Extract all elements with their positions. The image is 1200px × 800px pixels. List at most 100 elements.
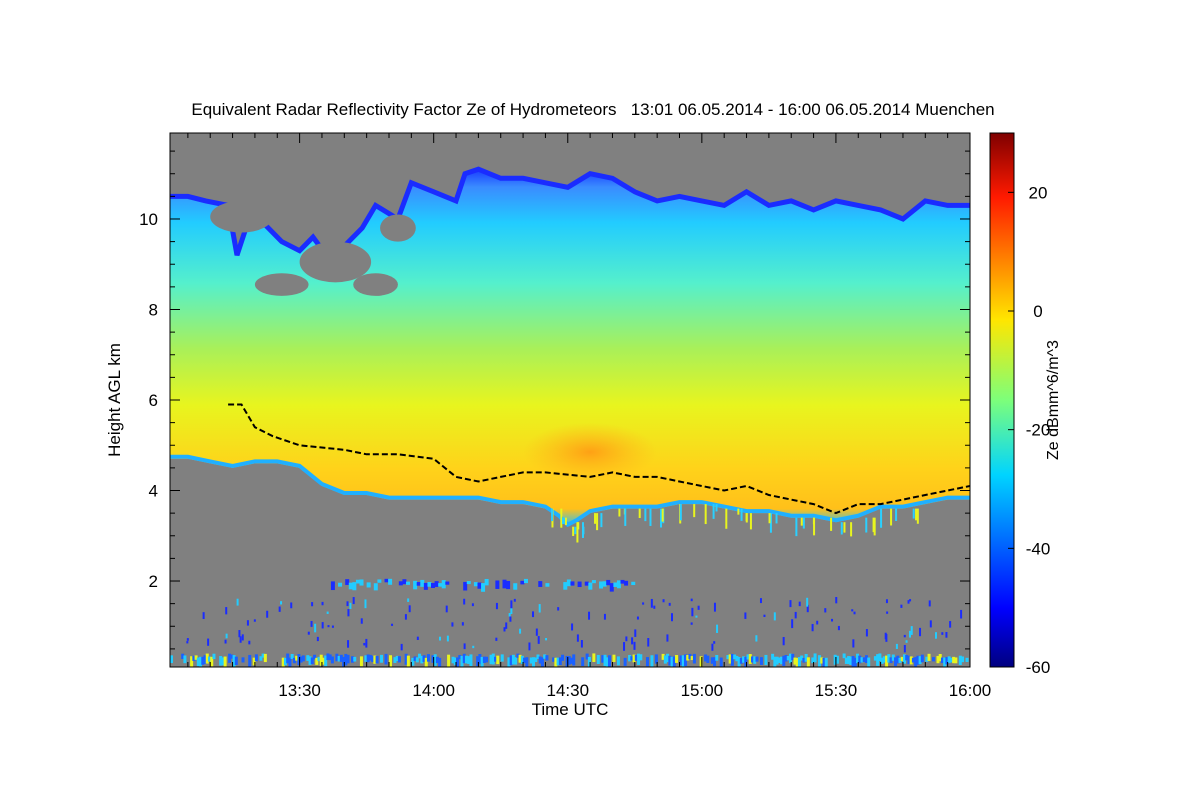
weak-echo <box>811 623 814 632</box>
low-level-echo <box>330 581 335 591</box>
near-surface-echo <box>650 655 654 667</box>
weak-echo <box>347 640 350 648</box>
x-tick-label: 15:30 <box>815 681 858 700</box>
near-surface-echo <box>561 654 565 661</box>
near-surface-echo <box>853 657 857 667</box>
near-surface-echo <box>543 654 547 659</box>
near-surface-echo <box>666 653 670 663</box>
weak-echo <box>186 641 189 644</box>
weak-echo <box>713 602 716 612</box>
low-level-echo <box>355 579 360 584</box>
near-surface-echo <box>882 656 886 663</box>
weak-echo <box>505 622 508 629</box>
near-surface-echo <box>469 654 473 667</box>
low-level-echo <box>620 579 625 584</box>
near-surface-echo <box>192 655 196 661</box>
near-surface-echo <box>639 654 643 661</box>
low-level-echo <box>434 581 439 587</box>
near-surface-echo <box>581 657 585 667</box>
low-level-echo <box>352 582 357 591</box>
low-level-echo <box>563 582 568 590</box>
weak-echo <box>186 638 189 641</box>
colorbar-tick-label: -20 <box>1026 421 1051 440</box>
weak-echo <box>503 627 506 632</box>
near-surface-echo <box>319 654 323 666</box>
weak-echo <box>910 626 913 635</box>
near-surface-echo <box>310 657 314 665</box>
clear-air-gap <box>254 273 309 296</box>
weak-echo <box>865 629 868 637</box>
weak-echo <box>851 609 854 612</box>
near-surface-echo <box>909 656 913 665</box>
weak-echo <box>545 637 548 641</box>
near-surface-echo <box>858 655 862 664</box>
weak-echo <box>278 606 281 612</box>
weak-echo <box>824 608 827 613</box>
near-surface-echo <box>458 655 462 660</box>
y-axis-label: Height AGL km <box>105 343 124 457</box>
weak-echo <box>510 600 513 609</box>
near-surface-echo <box>507 657 511 667</box>
near-surface-echo <box>283 657 287 666</box>
near-surface-echo <box>800 655 804 661</box>
near-surface-echo <box>556 657 560 666</box>
near-surface-echo <box>961 656 965 663</box>
weak-echo <box>960 609 963 619</box>
near-surface-echo <box>898 657 902 663</box>
near-surface-echo <box>804 653 808 662</box>
near-surface-echo <box>596 654 600 665</box>
near-surface-echo <box>938 654 942 662</box>
near-surface-echo <box>592 653 596 662</box>
near-surface-echo <box>248 654 252 667</box>
near-surface-echo <box>286 653 290 664</box>
near-surface-echo <box>290 654 294 659</box>
near-surface-echo <box>818 655 822 667</box>
x-tick-label: 13:30 <box>278 681 321 700</box>
near-surface-echo <box>751 656 755 663</box>
weak-echo <box>895 643 898 649</box>
weak-echo <box>321 622 324 629</box>
low-level-echo <box>348 582 353 590</box>
weak-echo <box>690 598 693 602</box>
near-surface-echo <box>692 653 696 664</box>
near-surface-echo <box>885 655 889 667</box>
weak-echo <box>446 635 449 642</box>
near-surface-echo <box>199 656 203 667</box>
near-surface-echo <box>900 656 904 662</box>
low-level-echo <box>441 580 446 589</box>
low-level-echo <box>520 580 525 585</box>
weak-echo <box>905 640 908 643</box>
near-surface-echo <box>891 654 895 661</box>
near-surface-echo <box>925 656 929 662</box>
weak-echo <box>907 600 910 604</box>
weak-echo <box>668 602 671 606</box>
weak-echo <box>744 612 747 619</box>
weak-echo <box>835 596 838 604</box>
weak-echo <box>773 612 776 621</box>
near-surface-echo <box>679 655 683 666</box>
low-level-echo <box>584 581 589 586</box>
colorbar <box>989 132 1015 668</box>
weak-echo <box>349 602 352 609</box>
near-surface-echo <box>281 657 285 667</box>
near-surface-echo <box>210 656 214 667</box>
y-tick-label: 4 <box>149 482 158 501</box>
near-surface-echo <box>920 654 924 663</box>
near-surface-echo <box>918 656 922 665</box>
near-surface-echo <box>670 656 674 667</box>
weak-echo <box>438 636 441 641</box>
near-surface-echo <box>936 655 940 664</box>
weak-echo <box>903 644 906 653</box>
near-surface-echo <box>894 657 898 667</box>
near-surface-echo <box>889 657 893 664</box>
near-surface-echo <box>605 657 609 667</box>
weak-echo <box>642 602 645 605</box>
weak-echo <box>886 611 889 614</box>
near-surface-echo <box>368 654 372 661</box>
peak-reflectivity-region <box>523 422 658 482</box>
low-level-echo <box>616 580 621 589</box>
near-surface-echo <box>739 657 743 664</box>
weak-echo <box>363 642 366 646</box>
near-surface-echo <box>735 655 739 662</box>
near-surface-echo <box>366 654 370 663</box>
